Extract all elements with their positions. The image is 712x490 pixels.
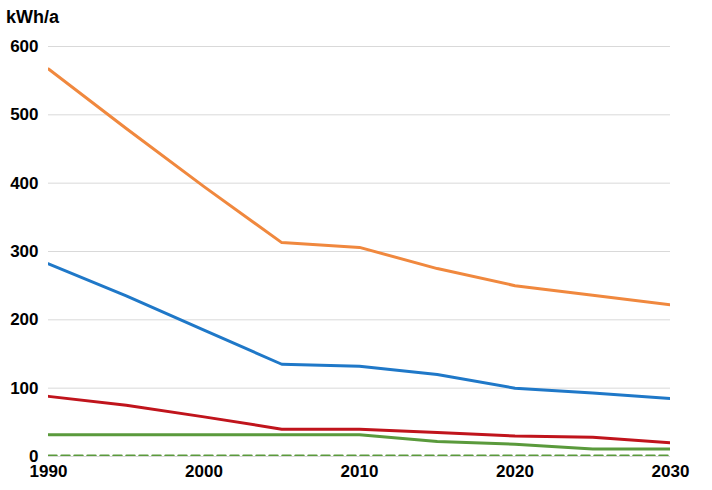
svg-text:300: 300	[10, 242, 38, 261]
svg-text:400: 400	[10, 174, 38, 193]
svg-text:500: 500	[10, 105, 38, 124]
svg-text:2000: 2000	[185, 462, 223, 481]
svg-text:600: 600	[10, 37, 38, 56]
svg-text:100: 100	[10, 379, 38, 398]
svg-text:1990: 1990	[30, 462, 68, 481]
svg-text:2030: 2030	[652, 462, 690, 481]
svg-text:200: 200	[10, 310, 38, 329]
svg-text:2010: 2010	[341, 462, 379, 481]
svg-text:2020: 2020	[496, 462, 534, 481]
svg-text:0: 0	[29, 446, 39, 466]
html-text:kWh/a: kWh/a	[6, 7, 59, 27]
